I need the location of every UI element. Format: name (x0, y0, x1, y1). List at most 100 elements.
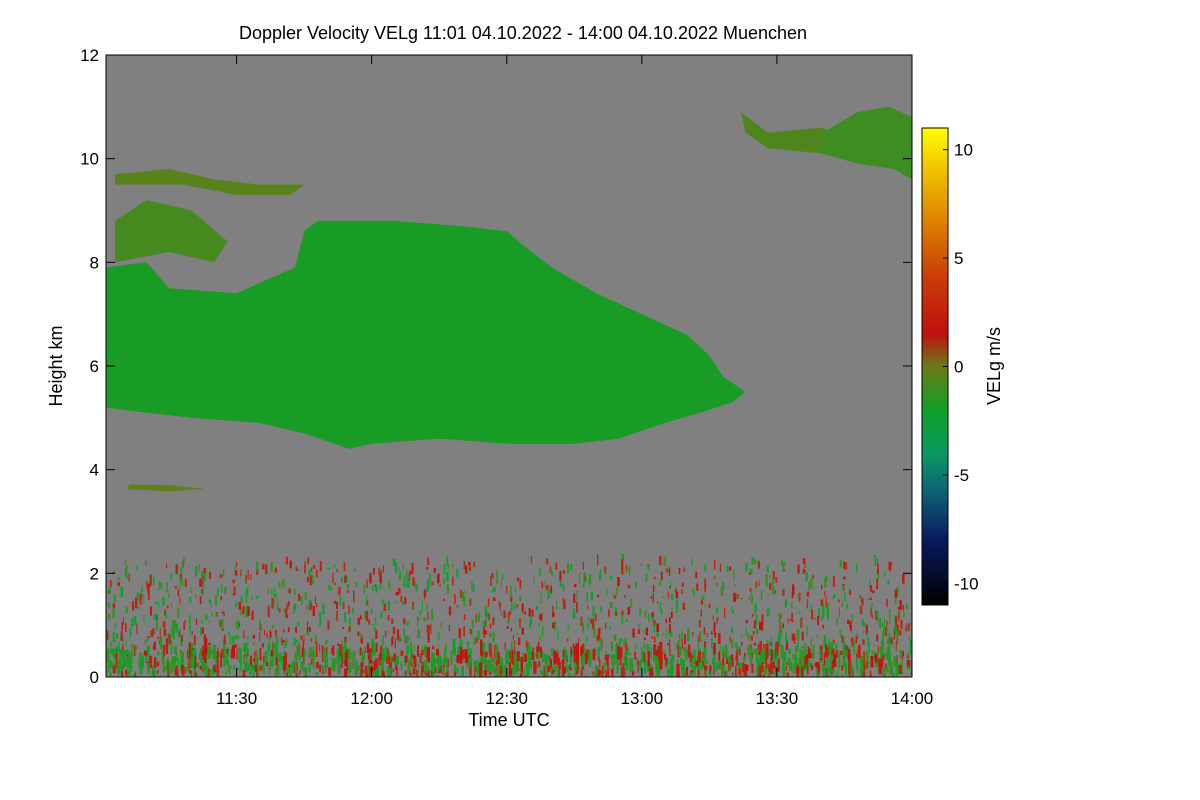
echo-speckle (648, 613, 650, 622)
echo-speckle (644, 645, 647, 651)
echo-speckle (637, 660, 640, 665)
echo-speckle (248, 659, 251, 664)
echo-speckle (429, 573, 431, 582)
echo-speckle (750, 587, 752, 595)
echo-speckle (567, 563, 570, 574)
echo-speckle (630, 599, 633, 608)
echo-speckle (460, 594, 462, 598)
echo-speckle (166, 563, 168, 568)
echo-speckle (866, 643, 868, 646)
ground-echo (899, 649, 903, 659)
echo-speckle (514, 587, 516, 593)
echo-speckle (113, 594, 116, 603)
echo-speckle (587, 616, 590, 621)
echo-speckle (201, 588, 204, 594)
echo-speckle (237, 667, 240, 671)
ground-echo (470, 648, 472, 664)
ground-echo (461, 667, 464, 676)
echo-speckle (242, 669, 246, 677)
echo-speckle (108, 615, 111, 620)
echo-speckle (487, 612, 489, 619)
ground-echo (588, 651, 591, 662)
ground-echo (907, 665, 910, 670)
ground-echo (537, 651, 541, 658)
echo-speckle (675, 600, 679, 609)
echo-speckle (738, 649, 741, 656)
echo-speckle (590, 591, 594, 601)
echo-speckle (890, 564, 892, 571)
echo-speckle (669, 639, 671, 649)
echo-speckle (687, 631, 690, 642)
echo-speckle (716, 582, 718, 586)
ground-echo (574, 666, 577, 676)
ground-echo (529, 656, 532, 669)
ground-echo (850, 665, 853, 677)
echo-speckle (262, 655, 265, 662)
ground-echo (575, 643, 579, 659)
echo-speckle (733, 569, 735, 581)
echo-speckle (419, 653, 422, 663)
echo-speckle (365, 611, 369, 622)
echo-speckle (645, 627, 648, 636)
ground-echo (284, 652, 288, 667)
ground-echo (828, 656, 832, 662)
echo-speckle (345, 575, 348, 582)
ground-echo (308, 646, 313, 656)
echo-speckle (778, 638, 781, 643)
echo-speckle (384, 630, 387, 638)
echo-speckle (582, 643, 585, 649)
echo-speckle (152, 667, 154, 676)
ground-echo (499, 665, 502, 676)
echo-speckle (832, 639, 835, 644)
echo-speckle (222, 568, 225, 577)
echo-speckle (348, 605, 350, 614)
echo-speckle (136, 623, 138, 635)
echo-speckle (235, 635, 238, 640)
echo-speckle (613, 595, 617, 599)
echo-speckle (177, 608, 180, 619)
echo-speckle (326, 647, 328, 658)
echo-speckle (327, 567, 331, 571)
echo-speckle (226, 659, 230, 666)
echo-speckle (804, 569, 806, 573)
echo-speckle (275, 594, 277, 601)
echo-speckle (268, 636, 271, 641)
echo-speckle (329, 586, 332, 591)
echo-speckle (504, 642, 506, 651)
echo-speckle (624, 595, 626, 598)
ground-echo (641, 650, 645, 663)
echo-speckle (733, 592, 736, 602)
echo-speckle (294, 588, 296, 596)
ground-echo (541, 652, 545, 662)
ground-echo (659, 641, 663, 656)
ground-echo (492, 657, 495, 668)
ground-echo (165, 638, 168, 655)
ground-echo (497, 658, 499, 673)
ground-echo (819, 649, 822, 659)
echo-speckle (645, 574, 648, 582)
echo-speckle (531, 609, 534, 617)
ground-echo (901, 661, 903, 672)
ground-echo (372, 643, 376, 656)
echo-speckle (902, 604, 904, 611)
ground-echo (738, 662, 742, 674)
ground-echo (385, 647, 388, 658)
echo-speckle (428, 624, 431, 631)
echo-speckle (488, 642, 491, 649)
echo-speckle (588, 573, 592, 585)
echo-speckle (154, 657, 157, 668)
echo-speckle (898, 610, 900, 620)
echo-speckle (837, 599, 840, 602)
echo-speckle (250, 574, 252, 580)
ground-echo (845, 661, 848, 675)
echo-speckle (428, 670, 430, 677)
echo-speckle (194, 648, 197, 659)
ground-echo (272, 643, 276, 656)
ground-echo (232, 644, 236, 659)
echo-speckle (233, 586, 236, 595)
echo-speckle (157, 636, 159, 640)
echo-region-main-cloud (106, 220, 746, 449)
echo-speckle (179, 597, 181, 605)
ground-echo (269, 659, 272, 670)
ground-echo (112, 666, 116, 674)
